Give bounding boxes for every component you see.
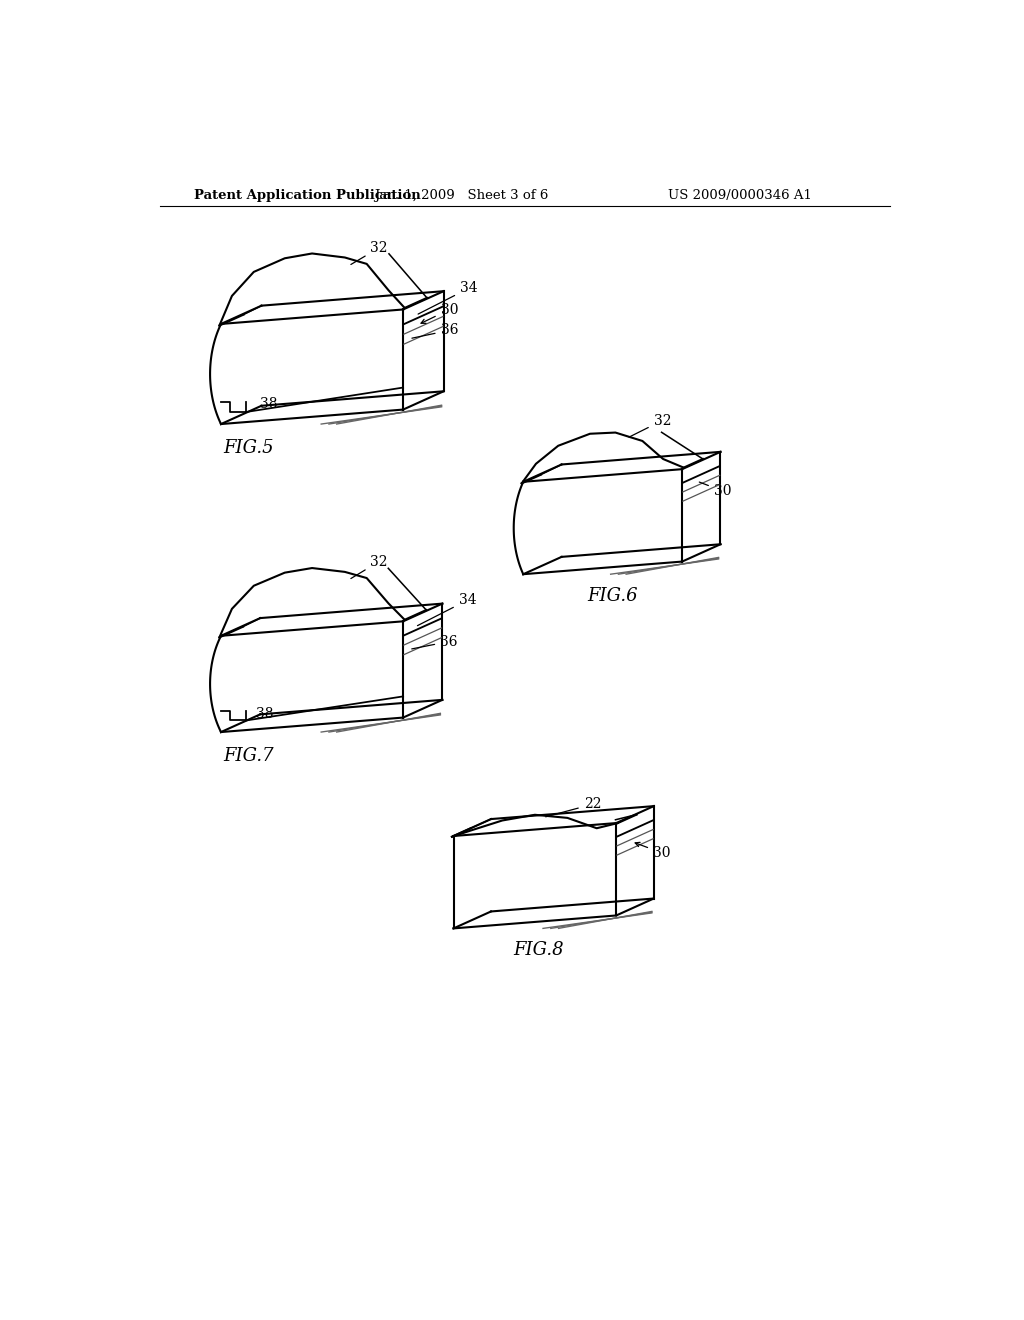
Text: FIG.5: FIG.5 — [223, 440, 273, 457]
Text: 34: 34 — [418, 281, 477, 314]
Text: FIG.8: FIG.8 — [513, 941, 564, 960]
Text: Patent Application Publication: Patent Application Publication — [194, 189, 421, 202]
Text: 30: 30 — [699, 482, 731, 498]
Text: 32: 32 — [351, 554, 388, 578]
Text: FIG.7: FIG.7 — [223, 747, 273, 766]
Text: 30: 30 — [421, 302, 458, 323]
Text: 30: 30 — [635, 842, 671, 859]
Text: US 2009/0000346 A1: US 2009/0000346 A1 — [669, 189, 812, 202]
Text: 32: 32 — [351, 240, 388, 264]
Text: Jan. 1, 2009   Sheet 3 of 6: Jan. 1, 2009 Sheet 3 of 6 — [374, 189, 549, 202]
Text: 38: 38 — [256, 706, 273, 721]
Text: 22: 22 — [546, 797, 601, 817]
Text: 38: 38 — [260, 397, 278, 411]
Text: 32: 32 — [629, 413, 671, 437]
Text: 34: 34 — [418, 593, 476, 626]
Text: 36: 36 — [412, 635, 458, 649]
Text: FIG.6: FIG.6 — [587, 587, 638, 605]
Text: 36: 36 — [412, 323, 458, 338]
